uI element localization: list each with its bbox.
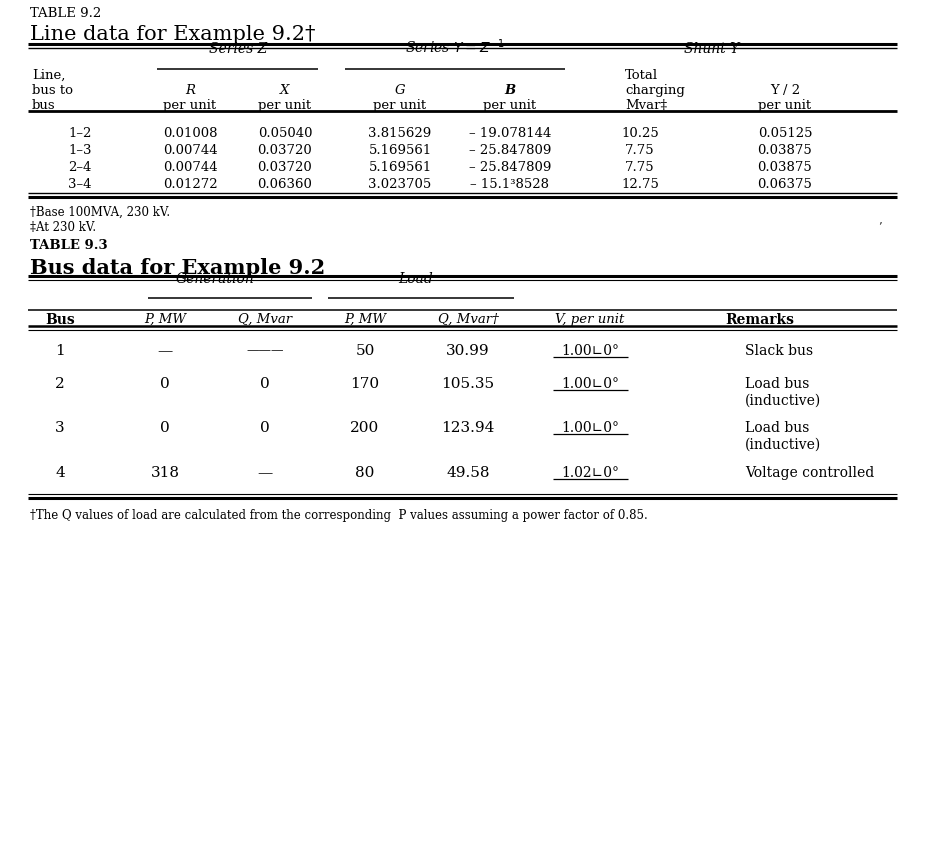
Text: 3.815629: 3.815629 (368, 127, 432, 140)
Text: 1.00∟0°: 1.00∟0° (561, 344, 619, 358)
Text: 3: 3 (56, 421, 65, 435)
Text: †Base 100MVA, 230 kV.: †Base 100MVA, 230 kV. (30, 206, 170, 219)
Text: Generation: Generation (176, 272, 254, 286)
Text: B: B (504, 84, 515, 97)
Text: 7.75: 7.75 (625, 161, 655, 174)
Text: 0.01272: 0.01272 (163, 178, 217, 191)
Text: 0.03720: 0.03720 (258, 161, 313, 174)
Text: ———: ——— (246, 344, 284, 357)
Text: 10.25: 10.25 (621, 127, 659, 140)
Text: 0.03875: 0.03875 (758, 144, 812, 157)
Text: 5.169561: 5.169561 (368, 144, 432, 157)
Text: —: — (157, 344, 173, 358)
Text: 1–2: 1–2 (68, 127, 92, 140)
Text: – 19.078144: – 19.078144 (469, 127, 551, 140)
Text: per unit: per unit (758, 99, 811, 112)
Text: per unit: per unit (164, 99, 216, 112)
Text: G: G (395, 84, 405, 97)
Text: 1.00∟0°: 1.00∟0° (561, 377, 619, 391)
Text: 0.05040: 0.05040 (258, 127, 313, 140)
Text: TABLE 9.2: TABLE 9.2 (30, 7, 101, 20)
Text: P, MW: P, MW (144, 313, 186, 326)
Text: Y / 2: Y / 2 (770, 84, 800, 97)
Text: bus to: bus to (32, 84, 73, 97)
Text: R: R (185, 84, 195, 97)
Text: Q, Mvar†: Q, Mvar† (438, 313, 499, 326)
Text: per unit: per unit (258, 99, 312, 112)
Text: 170: 170 (351, 377, 379, 391)
Text: 1.02∟0°: 1.02∟0° (561, 466, 619, 480)
Text: per unit: per unit (484, 99, 536, 112)
Text: —: — (257, 466, 273, 480)
Text: Slack bus: Slack bus (745, 344, 813, 358)
Text: 3–4: 3–4 (68, 178, 92, 191)
Text: 5.169561: 5.169561 (368, 161, 432, 174)
Text: 0.06360: 0.06360 (257, 178, 313, 191)
Text: P, MW: P, MW (344, 313, 386, 326)
Text: 0.03720: 0.03720 (258, 144, 313, 157)
Text: 1–3: 1–3 (68, 144, 92, 157)
Text: Shunt Y: Shunt Y (684, 42, 740, 56)
Text: charging: charging (625, 84, 684, 97)
Text: Mvar‡: Mvar‡ (625, 99, 667, 112)
Text: 50: 50 (355, 344, 375, 358)
Text: 318: 318 (151, 466, 179, 480)
Text: Series Z: Series Z (209, 42, 267, 56)
Text: bus: bus (32, 99, 56, 112)
Text: 0: 0 (260, 377, 270, 391)
Text: 105.35: 105.35 (441, 377, 495, 391)
Text: 0.05125: 0.05125 (758, 127, 812, 140)
Text: (inductive): (inductive) (745, 438, 821, 452)
Text: 0.03875: 0.03875 (758, 161, 812, 174)
Text: 1: 1 (56, 344, 65, 358)
Text: Load bus: Load bus (745, 421, 809, 435)
Text: per unit: per unit (374, 99, 426, 112)
Text: 0.00744: 0.00744 (163, 144, 217, 157)
Text: 7.75: 7.75 (625, 144, 655, 157)
Text: ‡At 230 kV.: ‡At 230 kV. (30, 221, 96, 234)
Text: Line,: Line, (32, 69, 66, 82)
Text: 3.023705: 3.023705 (368, 178, 432, 191)
Text: 0: 0 (160, 377, 170, 391)
Text: TABLE 9.3: TABLE 9.3 (30, 239, 107, 252)
Text: Bus: Bus (45, 313, 75, 327)
Text: 30.99: 30.99 (446, 344, 490, 358)
Text: †The Q values of load are calculated from the corresponding  P values assuming a: †The Q values of load are calculated fro… (30, 509, 648, 522)
Text: 1.00∟0°: 1.00∟0° (561, 421, 619, 435)
Text: 4: 4 (56, 466, 65, 480)
Text: 2: 2 (56, 377, 65, 391)
Text: Voltage controlled: Voltage controlled (745, 466, 874, 480)
Text: 0: 0 (160, 421, 170, 435)
Text: 123.94: 123.94 (441, 421, 495, 435)
Text: (inductive): (inductive) (745, 394, 821, 408)
Text: 2–4: 2–4 (68, 161, 92, 174)
Text: 12.75: 12.75 (621, 178, 659, 191)
Text: Total: Total (625, 69, 658, 82)
Text: 200: 200 (351, 421, 379, 435)
Text: Remarks: Remarks (725, 313, 795, 327)
Text: 0.00744: 0.00744 (163, 161, 217, 174)
Text: ’: ’ (878, 221, 882, 231)
Text: Series $Y = Z^{-1}$: Series $Y = Z^{-1}$ (405, 37, 505, 56)
Text: Q, Mvar: Q, Mvar (238, 313, 292, 326)
Text: Load: Load (399, 272, 434, 286)
Text: 0.01008: 0.01008 (163, 127, 217, 140)
Text: – 25.847809: – 25.847809 (469, 161, 551, 174)
Text: Line data for Example 9.2†: Line data for Example 9.2† (30, 25, 315, 44)
Text: – 25.847809: – 25.847809 (469, 144, 551, 157)
Text: V, per unit: V, per unit (555, 313, 624, 326)
Text: Load bus: Load bus (745, 377, 809, 391)
Text: 0: 0 (260, 421, 270, 435)
Text: Bus data for Example 9.2: Bus data for Example 9.2 (30, 258, 326, 278)
Text: 0.06375: 0.06375 (758, 178, 812, 191)
Text: X: X (280, 84, 290, 97)
Text: 80: 80 (355, 466, 375, 480)
Text: 49.58: 49.58 (446, 466, 489, 480)
Text: – 15.1³8528: – 15.1³8528 (471, 178, 549, 191)
